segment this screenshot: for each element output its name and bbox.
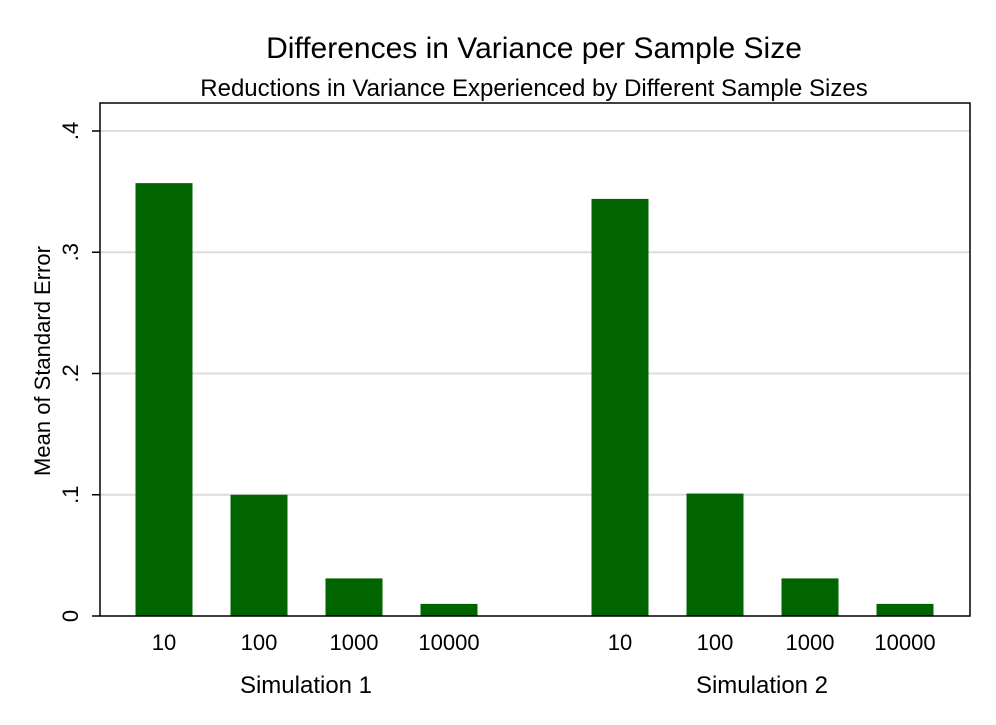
bar	[876, 603, 934, 616]
bar	[325, 578, 383, 616]
x-tick-label: 100	[241, 630, 278, 655]
x-tick-labels: 10 100 1000 10000 Simulation 1 10 100 1000 10000…	[152, 630, 936, 699]
bar	[781, 578, 839, 616]
y-axis-label: Mean of Standard Error	[30, 246, 55, 476]
y-tick-label: .2	[58, 364, 83, 382]
y-ticks: 0 .1 .2 .3 .4	[58, 122, 100, 622]
x-tick-label: 10	[152, 630, 176, 655]
x-tick-label: 10	[608, 630, 632, 655]
bars	[135, 183, 934, 616]
group-label: Simulation 2	[696, 672, 828, 699]
x-tick-label: 1000	[330, 630, 379, 655]
y-tick-label: .4	[58, 122, 83, 140]
y-tick-label: 0	[58, 610, 83, 622]
grid-lines	[100, 130, 970, 496]
bar	[686, 493, 744, 616]
y-tick-label: .3	[58, 243, 83, 261]
x-tick-label: 10000	[418, 630, 479, 655]
chart-subtitle: Reductions in Variance Experienced by Di…	[200, 75, 867, 102]
x-tick-label: 100	[697, 630, 734, 655]
bar	[591, 198, 649, 616]
bar	[420, 603, 478, 616]
y-tick-label: .1	[58, 486, 83, 504]
x-tick-label: 10000	[874, 630, 935, 655]
group-label: Simulation 1	[240, 672, 372, 699]
x-tick-label: 1000	[786, 630, 835, 655]
plot-frame	[99, 102, 971, 617]
bar	[230, 494, 288, 616]
bar	[135, 183, 193, 616]
chart-title: Differences in Variance per Sample Size	[266, 32, 802, 65]
